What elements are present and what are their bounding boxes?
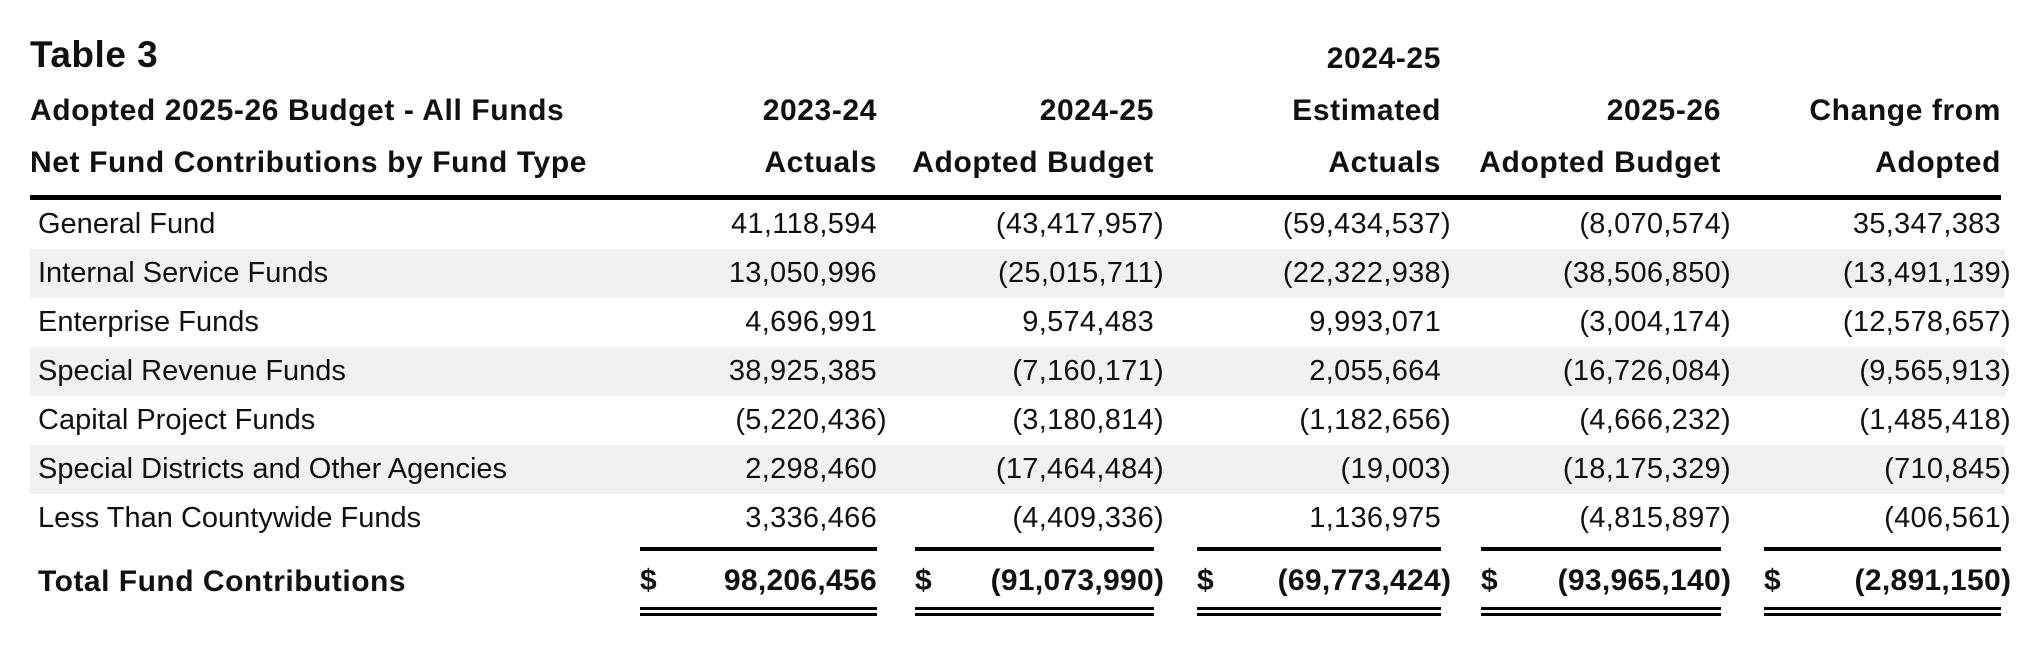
fund-type-label: Special Districts and Other Agencies: [38, 453, 508, 485]
total-cell: $ (93,965,140): [1441, 547, 1732, 616]
fund-type-label: General Fund: [38, 208, 216, 240]
value-cell: (18,175,329): [1562, 453, 1731, 485]
value-cell: (12,578,657): [1842, 306, 2011, 338]
total-value: (2,891,150): [1854, 564, 2012, 597]
value-cell: (710,845): [1884, 453, 2011, 485]
table-subtitle-line-2: Net Fund Contributions by Fund Type: [30, 146, 588, 179]
table-row: General Fund 41,118,594 (43,417,957) (59…: [30, 200, 2005, 249]
value-cell: 35,347,383: [1852, 208, 2001, 240]
table-row: Special Districts and Other Agencies 2,2…: [30, 445, 2011, 494]
fund-type-label: Internal Service Funds: [38, 257, 329, 289]
total-value: (93,965,140): [1557, 564, 1732, 597]
fund-type-label: Capital Project Funds: [38, 404, 316, 436]
total-value: 98,206,456: [723, 564, 877, 597]
value-cell: 9,574,483: [1022, 306, 1154, 338]
value-cell: 4,696,991: [745, 306, 877, 338]
table-row: Capital Project Funds (5,220,436) (3,180…: [30, 396, 2011, 445]
value-cell: (1,182,656): [1299, 404, 1451, 436]
value-cell: 1,136,975: [1309, 502, 1441, 534]
value-cell: (4,666,232): [1579, 404, 1731, 436]
dollar-sign: $: [915, 564, 933, 597]
total-cell: $ (91,073,990): [877, 547, 1165, 616]
value-cell: (59,434,537): [1282, 208, 1451, 240]
table-row: Enterprise Funds 4,696,991 9,574,483 9,9…: [30, 298, 2011, 347]
column-header: Adopted: [1875, 146, 2001, 179]
dollar-sign: $: [1764, 564, 1782, 597]
column-header: Adopted Budget: [1479, 146, 1721, 179]
value-cell: (22,322,938): [1282, 257, 1451, 289]
value-cell: (5,220,436): [735, 404, 887, 436]
value-cell: (4,409,336): [1012, 502, 1164, 534]
value-cell: (9,565,913): [1859, 355, 2011, 387]
fund-type-label: Less Than Countywide Funds: [38, 502, 422, 534]
value-cell: 13,050,996: [728, 257, 877, 289]
value-cell: (1,485,418): [1859, 404, 2011, 436]
value-cell: (3,180,814): [1012, 404, 1164, 436]
value-cell: 38,925,385: [728, 355, 877, 387]
total-row: Total Fund Contributions $ 98,206,456 $ …: [30, 547, 2028, 616]
dollar-sign: $: [1197, 564, 1215, 597]
column-header: Estimated: [1292, 94, 1441, 127]
total-label: Total Fund Contributions: [38, 564, 407, 598]
table-row: Internal Service Funds 13,050,996 (25,01…: [30, 249, 2011, 298]
table-header-row-3: Net Fund Contributions by Fund Type Actu…: [30, 128, 2028, 180]
value-cell: (16,726,084): [1562, 355, 1731, 387]
value-cell: (17,464,484): [995, 453, 1164, 485]
column-header: 2025-26: [1606, 94, 1721, 127]
value-cell: (8,070,574): [1579, 208, 1731, 240]
header-rule: [30, 195, 2001, 200]
value-cell: (7,160,171): [1012, 355, 1164, 387]
value-cell: 9,993,071: [1309, 306, 1441, 338]
value-cell: (406,561): [1884, 502, 2011, 534]
column-header: Adopted Budget: [912, 146, 1154, 179]
value-cell: (38,506,850): [1562, 257, 1731, 289]
budget-table-page: Table 3 2024-25 Adopted 2025-26 Budget -…: [30, 30, 2028, 616]
value-cell: 2,055,664: [1309, 355, 1441, 387]
table-row: Less Than Countywide Funds 3,336,466 (4,…: [30, 494, 2011, 543]
total-value: (91,073,990): [990, 564, 1165, 597]
dollar-sign: $: [640, 564, 658, 597]
column-header: 2024-25: [1039, 94, 1154, 127]
value-cell: 2,298,460: [745, 453, 877, 485]
column-header: Change from: [1809, 94, 2001, 127]
table-header-row-2: Adopted 2025-26 Budget - All Funds 2023-…: [30, 76, 2028, 128]
page-title: Table 3: [30, 34, 159, 75]
total-cell: $ (2,891,150): [1721, 547, 2012, 616]
column-header: Actuals: [764, 146, 877, 179]
value-cell: 3,336,466: [745, 502, 877, 534]
table-body: General Fund 41,118,594 (43,417,957) (59…: [30, 200, 2028, 543]
column-header: 2023-24: [762, 94, 877, 127]
fund-type-label: Special Revenue Funds: [38, 355, 346, 387]
table-header-row-1: Table 3 2024-25: [30, 30, 2028, 76]
table-row: Special Revenue Funds 38,925,385 (7,160,…: [30, 347, 2011, 396]
value-cell: (3,004,174): [1579, 306, 1731, 338]
value-cell: (25,015,711): [998, 257, 1164, 289]
total-value: (69,773,424): [1277, 564, 1452, 597]
total-cell: $ (69,773,424): [1154, 547, 1452, 616]
column-header: 2024-25: [1326, 42, 1441, 75]
value-cell: 41,118,594: [731, 208, 877, 240]
table-subtitle-line-1: Adopted 2025-26 Budget - All Funds: [30, 94, 565, 127]
column-header: Actuals: [1328, 146, 1441, 179]
value-cell: (19,003): [1340, 453, 1451, 485]
value-cell: (4,815,897): [1579, 502, 1731, 534]
value-cell: (13,491,139): [1842, 257, 2011, 289]
fund-type-label: Enterprise Funds: [38, 306, 259, 338]
value-cell: (43,417,957): [995, 208, 1164, 240]
dollar-sign: $: [1481, 564, 1499, 597]
total-cell: $ 98,206,456: [640, 547, 877, 616]
